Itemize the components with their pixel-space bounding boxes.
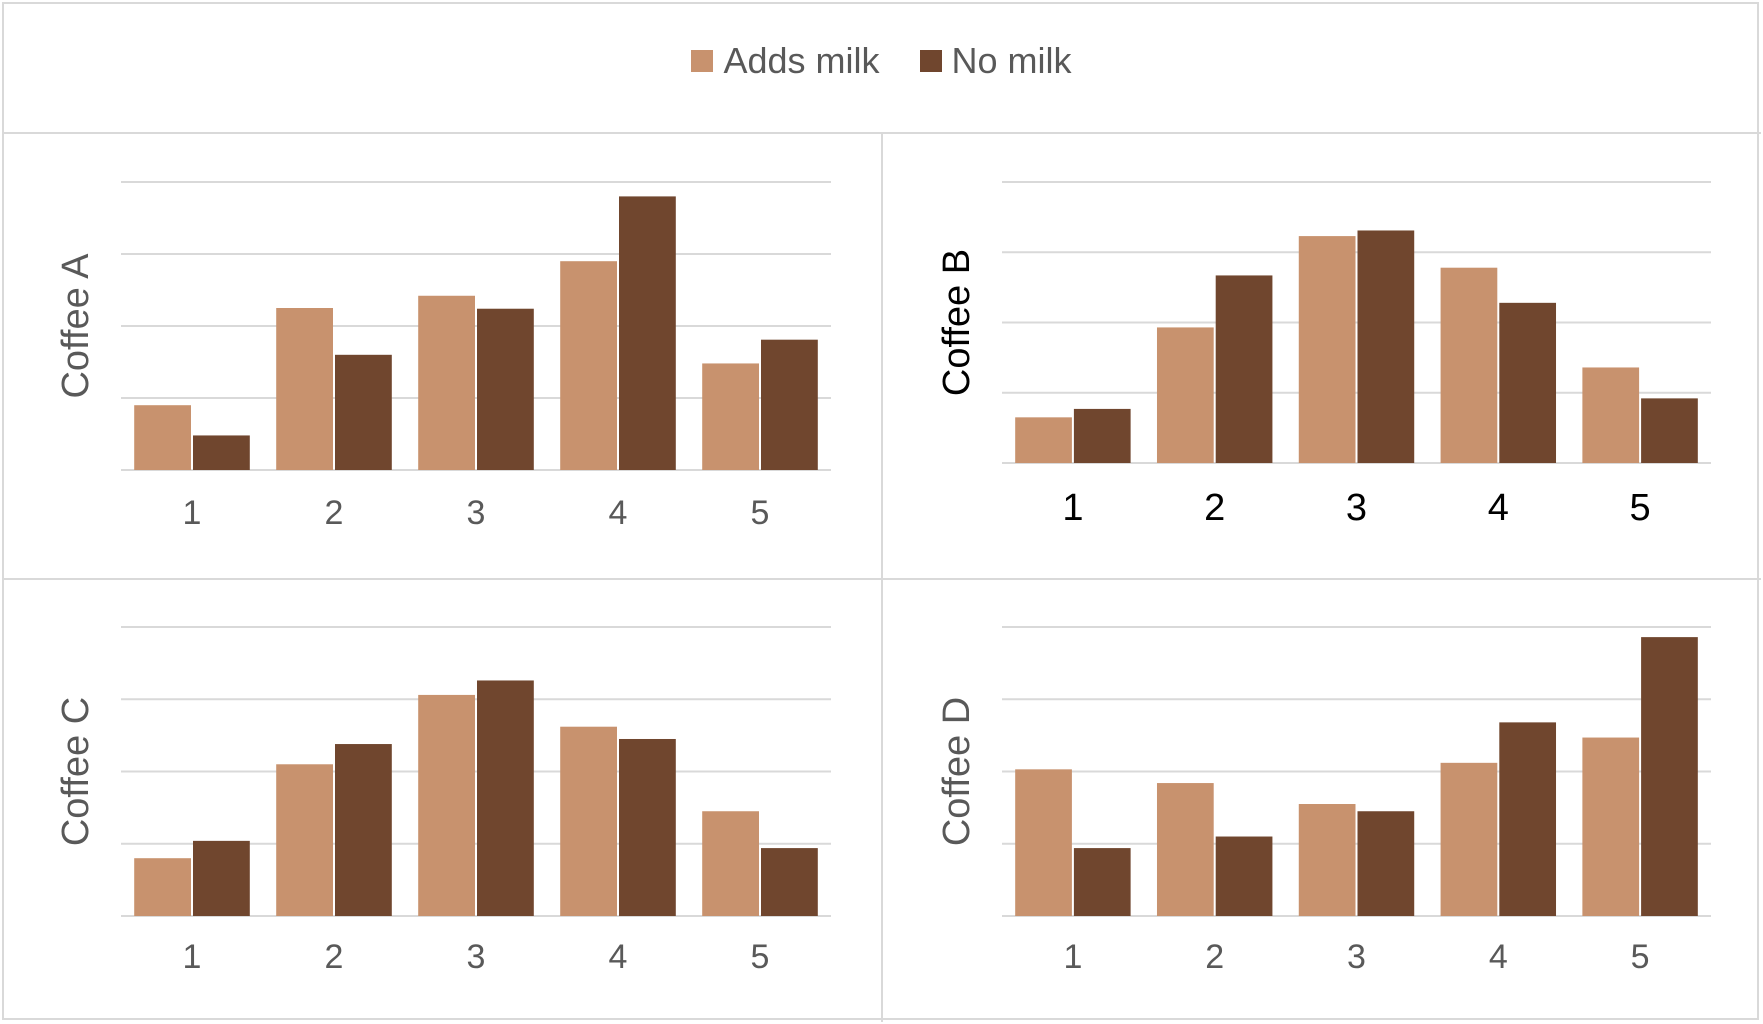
- legend-item-no-milk: No milk: [919, 40, 1072, 82]
- bar-adds-milk-3: [1298, 804, 1356, 916]
- y-axis-title: Coffee A: [55, 253, 97, 399]
- x-tick-label: 3: [467, 494, 486, 532]
- bar-adds-milk-1: [134, 858, 191, 916]
- x-tick-label: 5: [751, 494, 770, 532]
- bar-no-milk-3: [1357, 230, 1415, 463]
- legend-label-adds-milk: Adds milk: [723, 40, 880, 81]
- x-tick-label: 1: [1062, 487, 1083, 529]
- x-tick-label: 3: [467, 938, 486, 976]
- bar-adds-milk-4: [560, 261, 617, 470]
- bar-adds-milk-3: [418, 295, 475, 470]
- x-tick-label: 4: [1488, 487, 1509, 529]
- bar-adds-milk-5: [1582, 737, 1640, 916]
- x-tick-label: 2: [1204, 487, 1225, 529]
- chart-panel-1: 1 2 3 4 5 Coffee A: [55, 181, 831, 532]
- legend-item-adds-milk: Adds milk: [691, 40, 880, 82]
- bar-no-milk-3: [1357, 811, 1415, 916]
- x-tick-label: 5: [751, 938, 770, 976]
- legend-label-no-milk: No milk: [951, 40, 1072, 81]
- bar-no-milk-5: [1641, 637, 1698, 916]
- bar-no-milk-4: [1499, 722, 1557, 916]
- bar-no-milk-2: [1215, 836, 1273, 916]
- y-axis-title: Coffee C: [55, 697, 97, 846]
- x-tick-label: 2: [325, 494, 344, 532]
- bar-adds-milk-2: [276, 308, 333, 470]
- x-tick-label: 2: [1205, 938, 1224, 976]
- bar-adds-milk-3: [418, 694, 475, 916]
- bar-adds-milk-1: [1015, 417, 1072, 463]
- x-tick-label: 1: [1063, 938, 1082, 976]
- bar-adds-milk-2: [276, 764, 333, 916]
- bar-adds-milk-1: [1015, 769, 1072, 916]
- bar-adds-milk-5: [1582, 367, 1640, 463]
- bar-no-milk-2: [1215, 275, 1273, 463]
- x-tick-label: 5: [1630, 487, 1651, 529]
- bar-adds-milk-4: [560, 726, 617, 916]
- bar-adds-milk-3: [1298, 236, 1356, 463]
- chart-panel-2: 1 2 3 4 5 Coffee B: [936, 181, 1711, 529]
- bar-no-milk-3: [477, 680, 534, 916]
- bar-adds-milk-2: [1156, 327, 1214, 463]
- chart-panel-4: 1 2 3 4 5 Coffee D: [936, 626, 1711, 976]
- bar-adds-milk-4: [1440, 267, 1498, 463]
- x-tick-label: 4: [609, 494, 628, 532]
- x-tick-label: 3: [1347, 938, 1366, 976]
- bar-no-milk-1: [1073, 848, 1131, 916]
- x-tick-label: 3: [1346, 487, 1367, 529]
- bar-no-milk-2: [335, 744, 392, 916]
- bar-adds-milk-2: [1156, 783, 1214, 916]
- x-tick-label: 1: [183, 938, 202, 976]
- x-tick-label: 5: [1631, 938, 1650, 976]
- bar-adds-milk-5: [702, 363, 759, 470]
- legend-swatch-no-milk: [919, 50, 942, 72]
- bar-no-milk-1: [193, 840, 250, 916]
- bar-no-milk-3: [477, 308, 534, 470]
- bar-no-milk-1: [193, 435, 250, 470]
- bar-adds-milk-1: [134, 405, 191, 470]
- bar-adds-milk-4: [1440, 762, 1498, 916]
- y-axis-title: Coffee B: [936, 249, 978, 396]
- legend: Adds milk No milk: [0, 40, 1763, 82]
- bar-no-milk-2: [335, 354, 392, 470]
- bar-no-milk-4: [619, 738, 676, 916]
- x-tick-label: 4: [1489, 938, 1508, 976]
- y-axis-title: Coffee D: [936, 697, 978, 846]
- legend-swatch-adds-milk: [691, 50, 714, 72]
- bar-adds-milk-5: [702, 811, 759, 916]
- chart-panel-3: 1 2 3 4 5 Coffee C: [55, 626, 831, 976]
- x-tick-label: 1: [183, 494, 202, 532]
- bar-no-milk-1: [1073, 408, 1131, 463]
- bar-no-milk-5: [1641, 398, 1698, 463]
- x-tick-label: 2: [325, 938, 344, 976]
- x-tick-label: 4: [609, 938, 628, 976]
- bar-no-milk-4: [1499, 302, 1557, 463]
- bar-no-milk-4: [619, 196, 676, 470]
- bar-no-milk-5: [761, 339, 818, 470]
- bar-no-milk-5: [761, 848, 818, 916]
